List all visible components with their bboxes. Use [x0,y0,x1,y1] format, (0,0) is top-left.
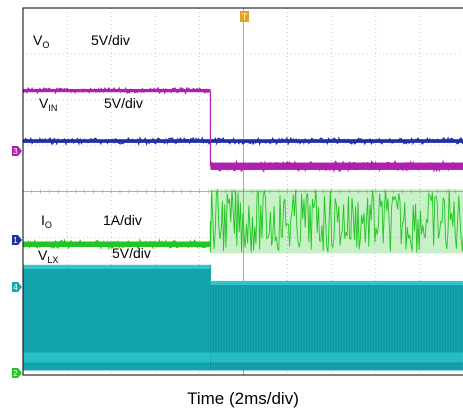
trace-io-segment-1 [209,189,463,253]
trace-vo-noise-0 [22,86,211,96]
trace-vlx-switching-1 [210,281,463,371]
channel-marker-3: 3 [12,146,22,156]
trace-vlx-edge-1 [210,280,463,285]
vlx-scale: 5V/div [112,245,151,261]
channel-marker-4: 4 [12,282,22,292]
traces [22,86,463,371]
vo-scale: 5V/div [91,32,130,48]
trigger-marker: T [240,11,249,22]
trace-vlx-lowband-0 [23,352,211,363]
trace-io-noise-0 [22,238,211,251]
channel-marker-2: 2 [12,368,22,378]
trace-vin [22,136,463,147]
channel-marker-1: 1 [12,235,22,245]
vo-label: VO [33,32,49,50]
trace-io [22,189,463,254]
trace-vlx-lowband-1 [210,352,463,363]
trace-vo-noise-1 [209,159,463,173]
trace-vo [22,86,463,173]
trace-vin-segment-0 [23,139,463,143]
x-axis-title: Time (2ms/div) [187,389,299,408]
trace-vin-noise-0 [22,136,463,147]
vlx-label: VLX [38,247,58,265]
trace-vo-segment-1 [210,162,463,170]
trace-vlx-edge-0 [23,264,211,269]
trace-vlx [22,264,463,371]
channel-marker-1-label: 1 [13,236,18,245]
vin-label: VIN [39,95,57,113]
channel-marker-2-label: 2 [13,369,18,378]
plot-frame [22,7,463,376]
trigger-marker-label: T [242,12,248,22]
channel-marker-4-label: 4 [13,283,18,292]
io-scale: 1A/div [103,212,142,228]
trace-vlx-band-0 [23,264,211,371]
io-label: IO [41,212,52,230]
vin-scale: 5V/div [104,95,143,111]
channel-marker-3-label: 3 [13,147,18,156]
